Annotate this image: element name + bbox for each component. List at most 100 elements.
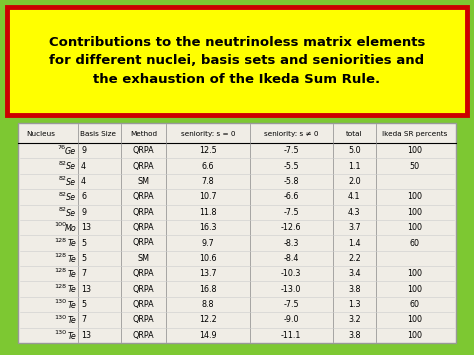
Text: -12.6: -12.6 bbox=[281, 223, 301, 232]
Text: 3.7: 3.7 bbox=[348, 223, 361, 232]
Text: QRPA: QRPA bbox=[133, 223, 155, 232]
Text: 100: 100 bbox=[407, 146, 422, 155]
Text: -5.8: -5.8 bbox=[283, 177, 299, 186]
Text: 11.8: 11.8 bbox=[199, 208, 217, 217]
Text: 60: 60 bbox=[410, 300, 420, 309]
Text: 100: 100 bbox=[407, 208, 422, 217]
Text: 5: 5 bbox=[81, 254, 86, 263]
Text: Se: Se bbox=[66, 178, 76, 187]
Text: Mo: Mo bbox=[64, 224, 76, 233]
Bar bbox=[7, 7, 467, 115]
Text: 82: 82 bbox=[58, 207, 66, 212]
Text: -11.1: -11.1 bbox=[281, 331, 301, 340]
Text: Te: Te bbox=[67, 316, 76, 325]
Text: 128: 128 bbox=[54, 268, 66, 273]
Text: 4: 4 bbox=[81, 177, 86, 186]
Text: -6.6: -6.6 bbox=[283, 192, 299, 201]
Text: total: total bbox=[346, 131, 363, 137]
Text: 82: 82 bbox=[58, 161, 66, 166]
Text: 1.4: 1.4 bbox=[348, 239, 361, 247]
Text: 100: 100 bbox=[407, 269, 422, 278]
Text: Te: Te bbox=[67, 239, 76, 248]
Text: Contributions to the neutrinoless matrix elements
for different nuclei, basis se: Contributions to the neutrinoless matrix… bbox=[49, 36, 425, 86]
Text: 60: 60 bbox=[410, 239, 420, 247]
Text: seniority: s ≠ 0: seniority: s ≠ 0 bbox=[264, 131, 319, 137]
Text: 100: 100 bbox=[407, 285, 422, 294]
Text: 1.1: 1.1 bbox=[348, 162, 361, 170]
Text: 130: 130 bbox=[54, 315, 66, 320]
Text: seniority: s = 0: seniority: s = 0 bbox=[181, 131, 235, 137]
Text: 130: 130 bbox=[54, 299, 66, 304]
Text: SM: SM bbox=[137, 254, 150, 263]
Text: Nucleus: Nucleus bbox=[26, 131, 55, 137]
Text: 13: 13 bbox=[81, 331, 91, 340]
Text: 128: 128 bbox=[54, 284, 66, 289]
Text: 4: 4 bbox=[81, 162, 86, 170]
Text: Ge: Ge bbox=[65, 147, 76, 156]
Text: 10.6: 10.6 bbox=[199, 254, 217, 263]
Text: 7.8: 7.8 bbox=[201, 177, 214, 186]
Text: Te: Te bbox=[67, 285, 76, 294]
Text: QRPA: QRPA bbox=[133, 331, 155, 340]
Text: -10.3: -10.3 bbox=[281, 269, 301, 278]
Text: 10.7: 10.7 bbox=[199, 192, 217, 201]
Text: 100: 100 bbox=[407, 316, 422, 324]
Text: 76: 76 bbox=[58, 146, 66, 151]
Text: 9: 9 bbox=[81, 208, 86, 217]
Text: -8.3: -8.3 bbox=[283, 239, 299, 247]
Text: 9.7: 9.7 bbox=[201, 239, 214, 247]
Text: 2.2: 2.2 bbox=[348, 254, 361, 263]
Text: 2.0: 2.0 bbox=[348, 177, 361, 186]
Text: -5.5: -5.5 bbox=[283, 162, 299, 170]
Text: 6: 6 bbox=[81, 192, 86, 201]
Text: Se: Se bbox=[66, 162, 76, 171]
Text: 3.8: 3.8 bbox=[348, 331, 361, 340]
Text: -7.5: -7.5 bbox=[283, 146, 299, 155]
Text: 82: 82 bbox=[58, 176, 66, 181]
Text: Se: Se bbox=[66, 193, 76, 202]
Text: 3.2: 3.2 bbox=[348, 316, 361, 324]
Text: 13.7: 13.7 bbox=[199, 269, 217, 278]
Text: 100: 100 bbox=[407, 331, 422, 340]
Text: 16.3: 16.3 bbox=[199, 223, 217, 232]
Text: 4.1: 4.1 bbox=[348, 192, 361, 201]
Text: 6.6: 6.6 bbox=[202, 162, 214, 170]
Text: Te: Te bbox=[67, 301, 76, 310]
Text: Te: Te bbox=[67, 255, 76, 264]
Text: QRPA: QRPA bbox=[133, 208, 155, 217]
Text: 50: 50 bbox=[410, 162, 420, 170]
Text: QRPA: QRPA bbox=[133, 285, 155, 294]
Text: Basis Size: Basis Size bbox=[80, 131, 116, 137]
Text: 3.8: 3.8 bbox=[348, 285, 361, 294]
Text: QRPA: QRPA bbox=[133, 146, 155, 155]
Text: -13.0: -13.0 bbox=[281, 285, 301, 294]
Text: 130: 130 bbox=[54, 330, 66, 335]
Text: QRPA: QRPA bbox=[133, 300, 155, 309]
Text: 5.0: 5.0 bbox=[348, 146, 361, 155]
Text: 13: 13 bbox=[81, 285, 91, 294]
Text: 8.8: 8.8 bbox=[202, 300, 214, 309]
Text: 12.5: 12.5 bbox=[199, 146, 217, 155]
Text: 12.2: 12.2 bbox=[199, 316, 217, 324]
Text: 4.3: 4.3 bbox=[348, 208, 361, 217]
Text: QRPA: QRPA bbox=[133, 162, 155, 170]
Text: 128: 128 bbox=[54, 253, 66, 258]
Text: 9: 9 bbox=[81, 146, 86, 155]
Text: QRPA: QRPA bbox=[133, 239, 155, 247]
Text: 100: 100 bbox=[54, 222, 66, 227]
Text: 7: 7 bbox=[81, 316, 86, 324]
Text: 13: 13 bbox=[81, 223, 91, 232]
Text: 5: 5 bbox=[81, 300, 86, 309]
Text: Se: Se bbox=[66, 208, 76, 218]
Bar bbox=[18, 123, 456, 343]
Text: -7.5: -7.5 bbox=[283, 208, 299, 217]
Text: -8.4: -8.4 bbox=[283, 254, 299, 263]
Text: 14.9: 14.9 bbox=[199, 331, 217, 340]
Text: QRPA: QRPA bbox=[133, 192, 155, 201]
Text: Te: Te bbox=[67, 332, 76, 340]
Text: 5: 5 bbox=[81, 239, 86, 247]
Text: 100: 100 bbox=[407, 223, 422, 232]
Text: 82: 82 bbox=[58, 192, 66, 197]
Text: 1.3: 1.3 bbox=[348, 300, 361, 309]
Text: -7.5: -7.5 bbox=[283, 300, 299, 309]
